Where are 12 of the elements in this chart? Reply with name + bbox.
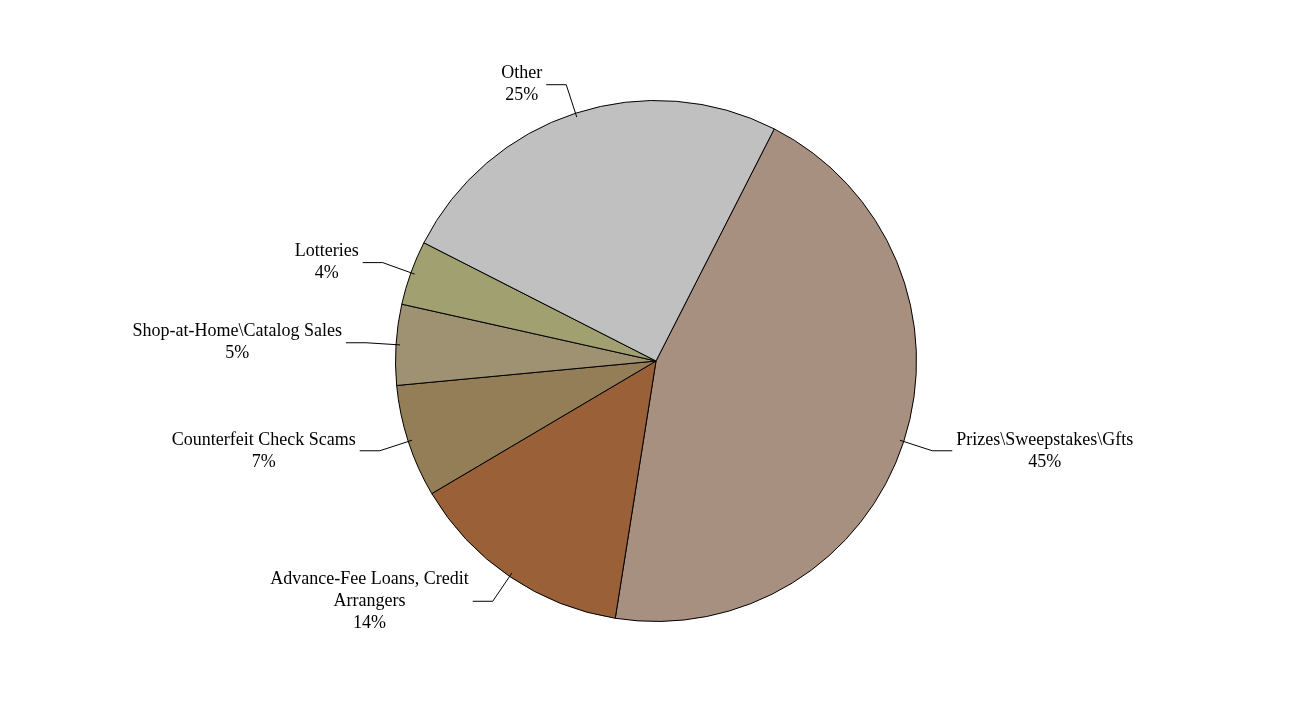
data-label: 45% <box>1028 450 1062 471</box>
data-label: 14% <box>353 612 386 632</box>
slice-label: Other <box>501 62 543 83</box>
slice-label: Prizes\Sweepstakes\Gfts <box>956 428 1134 449</box>
slice-label: Shop-at-Home\Catalog Sales <box>132 320 343 341</box>
data-label: 4% <box>314 262 339 283</box>
data-label: 5% <box>225 342 250 363</box>
slice-label: Lotteries <box>294 240 359 261</box>
slice-label: Counterfeit Check Scams <box>171 428 356 449</box>
data-label: 25% <box>505 84 539 105</box>
data-label: 7% <box>251 450 276 471</box>
slice-label: Advance-Fee Loans, Credit Arrangers <box>270 568 469 610</box>
